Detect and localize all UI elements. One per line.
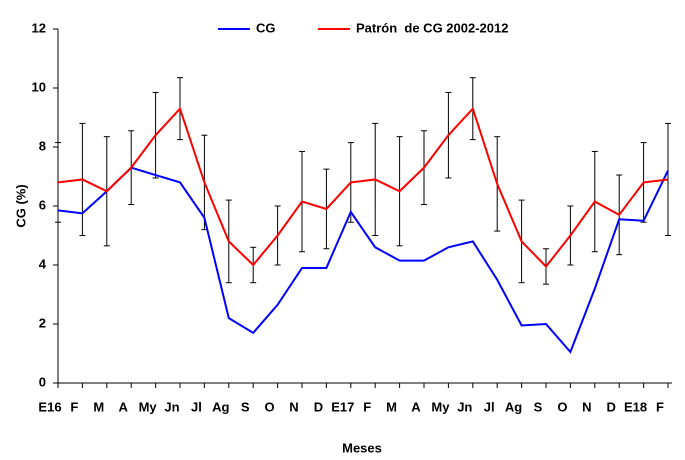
- x-tick-label: Jn: [164, 399, 179, 414]
- x-tick-label: M: [386, 399, 397, 414]
- x-tick-label: E17: [331, 399, 354, 414]
- x-axis-label: Meses: [342, 440, 382, 455]
- x-tick-label: Ag: [212, 399, 229, 414]
- y-tick-label: 12: [32, 20, 46, 35]
- legend-label: Patrón de CG 2002-2012: [356, 20, 508, 35]
- y-tick-label: 8: [39, 138, 46, 153]
- y-tick-label: 6: [39, 197, 46, 212]
- x-tick-label: S: [534, 399, 543, 414]
- series-line: [57, 166, 669, 354]
- x-tick-label: My: [139, 399, 158, 414]
- x-tick-label: D: [314, 399, 323, 414]
- x-tick-label: F: [656, 399, 664, 414]
- x-tick-label: Jl: [484, 399, 495, 414]
- x-tick-label: E16: [38, 399, 61, 414]
- x-tick-label: D: [607, 399, 616, 414]
- x-tick-label: N: [582, 399, 591, 414]
- x-tick-label: E18: [624, 399, 647, 414]
- y-tick-label: 4: [39, 256, 47, 271]
- x-tick-label: Jl: [191, 399, 202, 414]
- x-tick-label: My: [431, 399, 450, 414]
- y-tick-label: 0: [39, 374, 46, 389]
- x-tick-label: O: [265, 399, 275, 414]
- x-tick-label: Jn: [457, 399, 472, 414]
- legend-label: CG: [256, 20, 276, 35]
- y-tick-label: 10: [32, 79, 46, 94]
- x-tick-label: N: [289, 399, 298, 414]
- x-tick-label: S: [241, 399, 250, 414]
- x-tick-label: M: [93, 399, 104, 414]
- x-tick-label: A: [119, 399, 129, 414]
- y-tick-label: 2: [39, 315, 46, 330]
- x-tick-label: Ag: [505, 399, 522, 414]
- x-tick-label: F: [70, 399, 78, 414]
- x-tick-label: A: [411, 399, 421, 414]
- x-tick-label: O: [557, 399, 567, 414]
- x-tick-label: F: [363, 399, 371, 414]
- series-line: [57, 106, 669, 268]
- y-axis-label: CG (%): [13, 184, 28, 227]
